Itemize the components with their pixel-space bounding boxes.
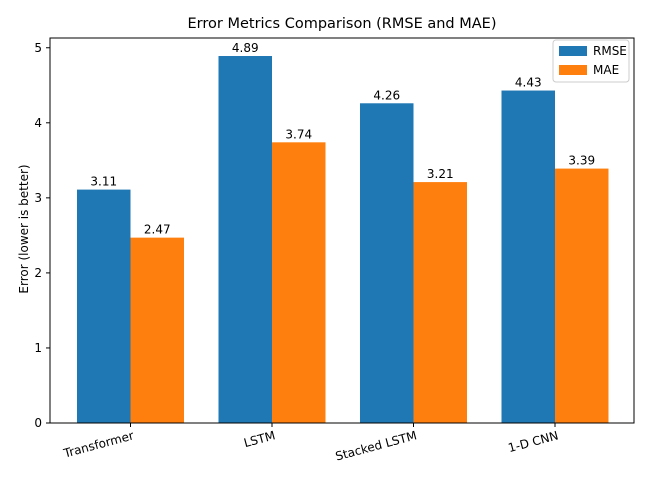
bar-rmse-stacked-lstm (360, 103, 414, 424)
y-tick-label: 2 (34, 266, 42, 280)
y-tick-label: 4 (34, 116, 42, 130)
y-tick-label: 5 (34, 41, 42, 55)
y-axis-ticks: 0 1 2 3 4 5 (34, 41, 50, 430)
bar-mae-1-d-cnn (555, 168, 609, 423)
legend-swatch-rmse (559, 46, 587, 56)
bar-mae-lstm (272, 142, 326, 423)
legend-swatch-mae (559, 65, 587, 75)
y-tick-label: 3 (34, 191, 42, 205)
legend: RMSE MAE (552, 39, 630, 83)
data-label-mae-1-d-cnn: 3.39 (568, 154, 595, 168)
bar-mae-stacked-lstm (413, 182, 467, 423)
data-label-mae-transformer: 2.47 (144, 223, 171, 237)
y-axis-label: Error (lower is better) (17, 164, 31, 293)
data-labels-group: 3.11 2.47 4.89 3.74 4.26 3.21 4.43 3.39 (90, 41, 595, 237)
bar-rmse-transformer (77, 189, 131, 423)
legend-label-rmse: RMSE (593, 44, 627, 58)
legend-label-mae: MAE (593, 63, 619, 77)
bar-rmse-lstm (218, 56, 272, 424)
y-tick-label: 1 (34, 341, 42, 355)
bar-mae-transformer (130, 237, 184, 423)
y-tick-label: 0 (34, 416, 42, 430)
data-label-mae-lstm: 3.74 (285, 127, 312, 141)
bar-series-group (77, 56, 609, 424)
data-label-rmse-lstm: 4.89 (232, 41, 259, 55)
data-label-rmse-1-d-cnn: 4.43 (515, 76, 542, 90)
data-label-rmse-stacked-lstm: 4.26 (373, 88, 400, 102)
data-label-rmse-transformer: 3.11 (90, 175, 117, 189)
data-label-mae-stacked-lstm: 3.21 (427, 167, 454, 181)
chart-title: Error Metrics Comparison (RMSE and MAE) (188, 16, 497, 32)
plot-frame (49, 37, 635, 424)
bar-rmse-1-d-cnn (501, 90, 555, 423)
